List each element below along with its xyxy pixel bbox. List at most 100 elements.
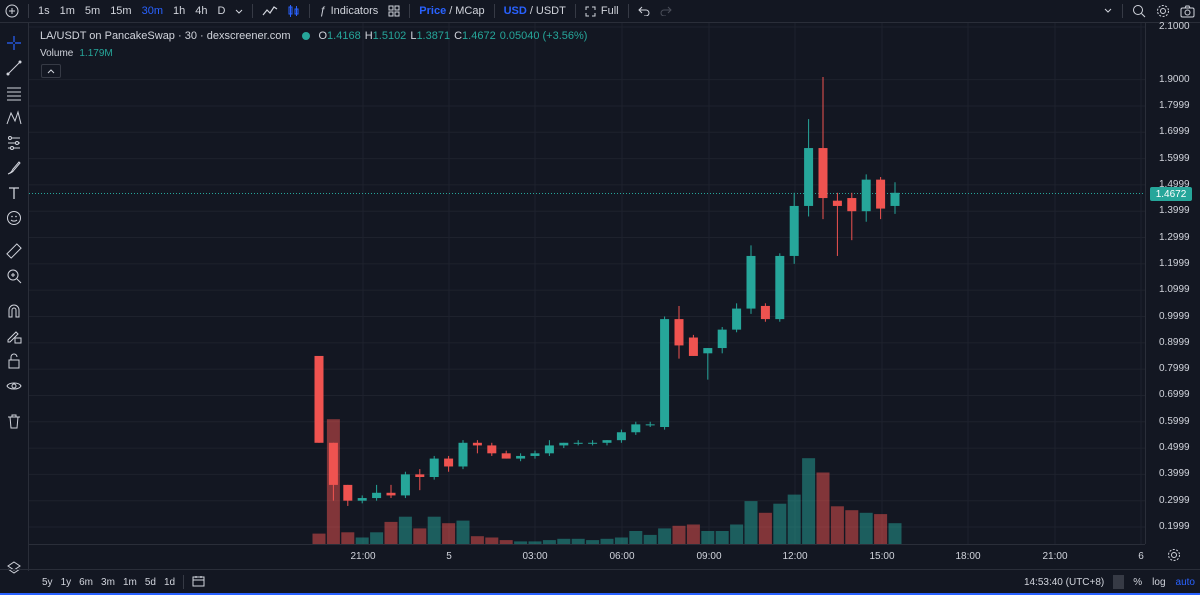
camera-snapshot-icon[interactable] [1175,0,1200,22]
candle-body [804,148,814,206]
price-axis[interactable]: 2.1000 1.9000 1.7999 1.6999 1.5999 1.4999 1.39… [1145,21,1200,544]
settings-gear-icon[interactable] [1151,0,1175,22]
volume-bar [758,512,772,544]
range-1y[interactable]: 1y [60,576,72,588]
volume-bar [845,510,859,544]
undo-icon[interactable] [633,0,655,22]
line-chart-type-icon[interactable] [257,0,283,22]
price-mcap-toggle[interactable]: Price / MCap [414,0,489,22]
time-axis[interactable]: 21:00 5 03:00 06:00 09:00 12:00 15:00 18:00 21:0… [29,544,1145,569]
volume-bar [701,531,715,544]
time-tick-label: 21:00 [1042,551,1068,562]
range-1m[interactable]: 1m [122,576,137,588]
indicators-button[interactable]: ƒ Indicators [314,0,383,22]
redo-icon[interactable] [655,0,677,22]
volume-bar [442,523,456,544]
volume-bar [715,531,729,544]
fib-retracement-icon[interactable] [4,83,24,103]
interval-dropdown-chevron-icon[interactable] [230,0,248,22]
candle-body [876,179,886,209]
auto-scale-toggle[interactable]: auto [1175,576,1195,588]
price-tick-label: 1.2999 [1159,231,1190,243]
interval-30m[interactable]: 30m [141,5,163,17]
layouts-grid-icon[interactable] [383,0,405,22]
range-5d[interactable]: 5d [144,576,156,588]
object-tree-layers-icon[interactable] [4,558,24,578]
interval-1m[interactable]: 1m [59,5,75,17]
volume-bar [773,503,787,544]
volume-bar [514,541,528,544]
axis-settings-gear-icon[interactable] [1167,548,1181,562]
range-5y[interactable]: 5y [42,576,53,588]
interval-1s[interactable]: 1s [38,5,50,17]
close-key: C [454,30,463,42]
log-scale-toggle[interactable]: log [1152,576,1166,588]
quick-search-icon[interactable] [1127,0,1151,22]
range-3m[interactable]: 3m [101,576,115,588]
chart-canvas[interactable] [29,23,1145,544]
text-tool-icon[interactable] [4,183,24,203]
ruler-icon[interactable] [4,241,24,261]
top-toolbar: 1s 1m 5m 15m 30m 1h 4h D ƒ Indicators Pr… [0,0,1200,23]
trash-icon[interactable] [4,411,24,431]
time-tick-label: 09:00 [696,551,722,562]
interval-d[interactable]: D [217,5,226,17]
divider [252,4,254,18]
lock-drawing-pencil-icon[interactable] [4,326,24,346]
price-tick-label: 0.8999 [1159,336,1190,348]
emoji-icon[interactable] [4,208,24,228]
magnet-icon[interactable] [4,301,24,321]
mcap-option[interactable]: MCap [455,5,485,17]
symbol-title[interactable]: LA/USDT on PancakeSwap · 30 · dexscreene… [40,30,291,42]
divider [1113,575,1125,589]
volume-bar [499,540,513,544]
range-1d[interactable]: 1d [163,576,176,588]
more-chevron-down-icon[interactable] [1098,0,1118,22]
go-to-date-calendar-icon[interactable] [188,575,209,590]
fullscreen-button[interactable]: Full [580,0,624,22]
volume-bar [528,541,542,544]
lock-icon[interactable] [4,351,24,371]
interval-4h[interactable]: 4h [195,5,208,17]
range-6m[interactable]: 6m [79,576,94,588]
usd-option[interactable]: USD [503,5,527,17]
zoom-in-icon[interactable] [4,266,24,286]
crosshair-icon[interactable] [4,33,24,53]
interval-5m[interactable]: 5m [84,5,101,17]
interval-1h[interactable]: 1h [173,5,186,17]
volume-value: 1.179M [79,48,113,59]
volume-bar [643,534,657,544]
candles-chart-type-icon[interactable] [283,0,305,22]
volume-bar [542,540,556,544]
price-tick-label: 1.7999 [1159,99,1190,111]
price-tick-label: 1.6999 [1159,126,1190,138]
candle-body [760,305,770,320]
bottom-right-controls: 14:53:40 (UTC+8) % log auto [1019,570,1200,594]
price-tick-label: 2.1000 [1159,21,1190,32]
divider [493,4,495,18]
price-chart[interactable] [29,23,1145,544]
collapse-legend-button[interactable] [41,64,61,78]
time-tick-label: 6 [1138,551,1144,562]
candle-body [314,355,324,443]
usdt-option[interactable]: USDT [535,5,566,17]
volume-bar [355,537,369,544]
brush-icon[interactable] [4,158,24,178]
bottom-accent-bar [0,593,1200,595]
price-option[interactable]: Price [419,5,447,17]
add-symbol-icon[interactable] [0,0,24,22]
eye-icon[interactable] [4,376,24,396]
interval-15m[interactable]: 15m [110,5,132,17]
forecast-tool-icon[interactable] [4,133,24,153]
pattern-tool-icon[interactable] [4,108,24,128]
clock-timezone[interactable]: 14:53:40 (UTC+8) [1023,576,1105,588]
toolbar-right [1098,0,1200,22]
price-tick-label: 0.7999 [1159,363,1190,375]
candle-body [645,424,655,426]
price-tick-label: 0.2999 [1159,494,1190,506]
candle-body [602,440,612,443]
volume-label[interactable]: Volume [40,48,74,59]
trend-line-icon[interactable] [4,58,24,78]
currency-toggle[interactable]: USD / USDT [499,0,571,22]
percent-scale-toggle[interactable]: % [1133,576,1143,588]
